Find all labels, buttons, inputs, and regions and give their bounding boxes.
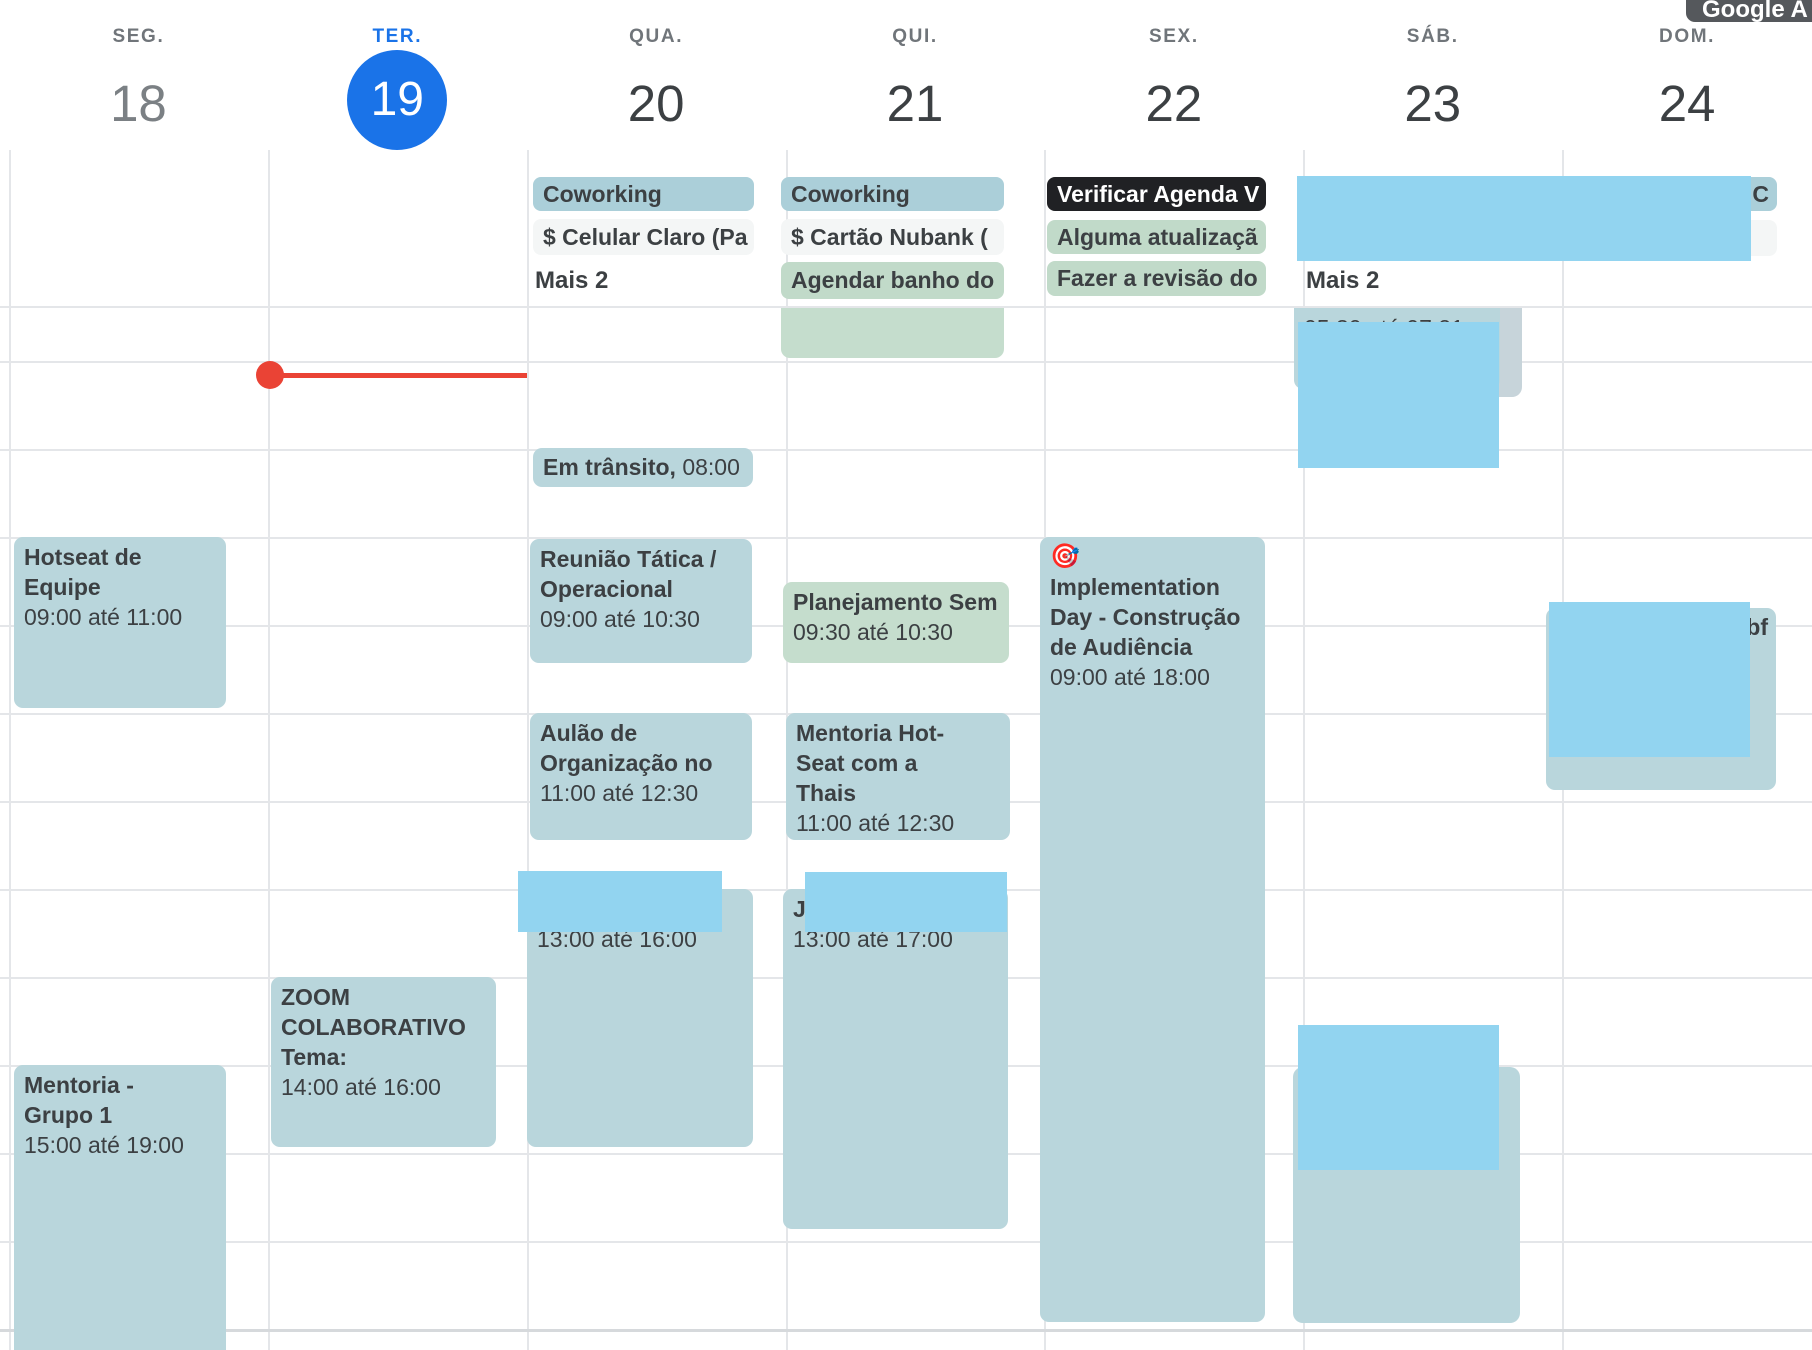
grid-line [0,1241,1812,1243]
all-day-event-chip[interactable]: Coworking [533,177,754,211]
event-time: 15:00 até 19:00 [24,1132,184,1158]
event-block-qua-reuniao-tatica[interactable]: Reunião Tática / Operacional 09:00 até 10… [530,539,752,663]
redaction-overlay [1298,1025,1499,1170]
all-day-event-chip[interactable]: $ Cartão Nubank ( [781,219,1004,255]
event-block-qui-planejamento[interactable]: Planejamento Sem 09:30 até 10:30 [783,582,1009,663]
event-title: Planejamento Sem [793,589,998,615]
event-time: 09:30 até 10:30 [793,619,953,645]
day-label: DOM. [1659,26,1716,47]
all-day-event-chip[interactable]: Coworking [781,177,1004,211]
day-label: SÁB. [1406,26,1459,47]
day-header-ter[interactable]: TER. 19 [268,0,527,150]
more-events-link[interactable]: Mais 2 [1306,267,1380,294]
grid-line [526,150,529,1350]
grid-line [9,150,11,1350]
current-time-line [270,373,527,378]
event-block-qua-em-transito[interactable]: Em trânsito, 08:00 [533,448,753,487]
event-block-seg-hotseat[interactable]: Hotseat de Equipe 09:00 até 11:00 [14,537,226,708]
redaction-overlay [1549,602,1750,757]
current-time-dot [256,361,284,389]
redaction-overlay [1298,322,1499,468]
day-number[interactable]: 20 [627,75,685,132]
more-events-link[interactable]: Mais 2 [535,267,609,294]
all-day-event-chip[interactable]: Verificar Agenda V [1047,177,1266,211]
all-day-event-chip[interactable]: Fazer a revisão do [1047,261,1266,296]
day-header-qua[interactable]: QUA. 20 [527,0,786,150]
event-title: Aulão de Organização no [540,720,713,776]
day-header-sex[interactable]: SEX. 22 [1044,0,1303,150]
day-label: QUI. [892,26,938,47]
grid-line [0,537,1812,539]
event-time: 09:00 até 11:00 [24,604,183,630]
event-title: Reunião Tática / Operacional [540,546,717,602]
event-time: 09:00 até 10:30 [540,606,700,632]
target-icon: 🎯 [1050,543,1080,570]
event-title: Implementation Day - Construção de Audiê… [1050,574,1241,660]
redaction-overlay [805,872,1007,932]
event-block-ter-zoom-colaborativo[interactable]: ZOOM COLABORATIVO Tema: 14:00 até 16:00 [271,977,496,1147]
selected-day-circle[interactable]: 19 [347,50,448,150]
event-time: 14:00 até 16:00 [281,1074,441,1100]
grid-line [0,361,1812,363]
redaction-overlay [518,871,722,932]
event-time: 11:00 até 12:30 [540,780,699,806]
event-title: Em trânsito, [543,454,683,480]
event-block-qui-mentoria-hot-seat[interactable]: Mentoria Hot-Seat com a Thais 11:00 até 1… [786,713,1010,840]
day-number[interactable]: 23 [1404,75,1462,132]
event-title: J [793,896,806,922]
grid-line [0,1329,1812,1332]
day-label: SEX. [1149,26,1199,47]
event-title: ZOOM COLABORATIVO Tema: [281,984,466,1070]
all-day-border [0,306,1812,308]
google-calendar-badge: Google A [1686,0,1812,23]
event-time: 08:00 [682,454,740,480]
day-number[interactable]: 18 [110,75,167,132]
event-title: bf [1746,614,1768,640]
day-label: SEG. [112,26,165,47]
day-number[interactable]: 22 [1145,75,1203,132]
grid-line [267,150,270,1350]
day-label: QUA. [629,26,684,47]
event-block-qui-morning-green[interactable] [781,308,1004,358]
event-title: Mentoria Hot-Seat com a Thais [796,720,945,806]
event-block-sex-implementation-day[interactable]: 🎯 Implementation Day - Construção de Audi… [1040,537,1265,1322]
redaction-overlay [1297,176,1751,261]
event-block-qua-aulao-organizacao[interactable]: Aulão de Organização no 11:00 até 12:30 [530,713,752,840]
event-time: 09:00 até 18:00 [1050,664,1210,690]
event-block-qui-redacted-13h[interactable]: J 13:00 até 17:00 [783,889,1008,1229]
event-title: Mentoria - Grupo 1 [24,1072,134,1128]
grid-line [1303,150,1306,1350]
day-number[interactable]: 24 [1658,75,1716,132]
day-label: TER. [372,26,423,47]
day-header-sáb[interactable]: SÁB. 23 [1303,0,1562,150]
day-number[interactable]: 21 [886,75,944,132]
day-header-dom[interactable]: DOM. 24 [1562,0,1812,150]
event-block-seg-mentoria-grupo-1[interactable]: Mentoria - Grupo 1 15:00 até 19:00 [14,1065,226,1350]
all-day-event-chip[interactable]: $ Celular Claro (Pa [533,219,754,255]
event-time: 11:00 até 12:30 [796,810,955,836]
all-day-event-chip[interactable]: Agendar banho do [781,262,1004,299]
event-title: Hotseat de Equipe [24,544,142,600]
grid-line [0,449,1812,451]
day-header-seg[interactable]: SEG. 18 [9,0,268,150]
day-header-qui[interactable]: QUI. 21 [786,0,1045,150]
all-day-event-chip[interactable]: Alguma atualizaçã [1047,220,1266,254]
